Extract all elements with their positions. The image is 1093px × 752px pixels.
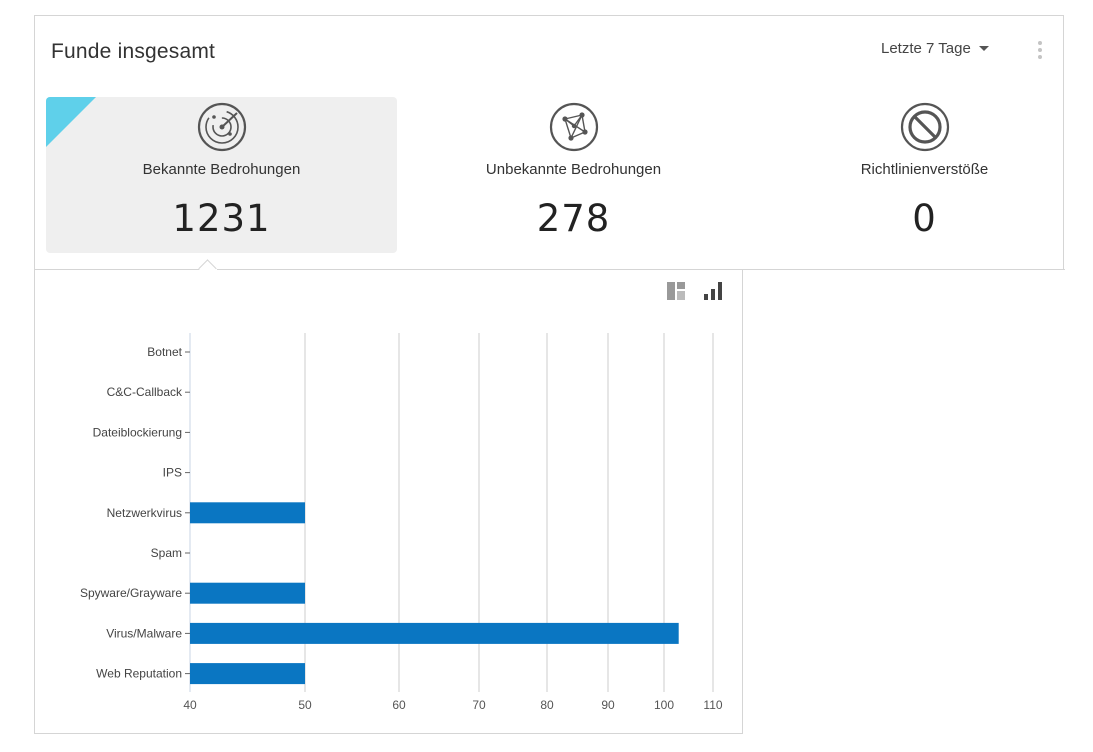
prohibited-icon [900,102,949,152]
widget-title: Funde insgesamt [51,40,216,63]
divider [217,269,1065,270]
y-tick-label: Botnet [147,345,182,359]
bar [190,502,305,524]
y-tick-label: Dateiblockierung [93,425,182,439]
chevron-down-icon [978,46,989,51]
card-count: 1231 [172,197,271,240]
card-label: Bekannte Bedrohungen [142,161,301,178]
radar-icon [197,102,246,152]
x-tick-label: 80 [540,698,554,712]
x-tick-label: 90 [601,698,615,712]
x-tick-label: 50 [298,698,312,712]
card-label: Unbekannte Bedrohungen [485,161,662,178]
y-tick-label: Web Reputation [96,667,182,681]
card-label: Richtlinienverstöße [860,161,989,178]
x-tick-label: 110 [703,698,722,712]
y-tick-label: Spam [151,546,182,560]
view-toggle [666,281,723,301]
x-tick-label: 60 [392,698,406,712]
bar-chart-view-icon[interactable] [703,281,723,301]
y-tick-label: C&C-Callback [107,385,183,399]
bar [190,663,305,685]
selected-corner-marker [46,97,96,147]
x-tick-label: 100 [654,698,674,712]
more-vertical-icon[interactable] [1037,41,1043,63]
y-tick-label: Spyware/Grayware [80,586,182,600]
x-tick-label: 70 [472,698,486,712]
y-tick-label: Netzwerkvirus [107,506,182,520]
divider [34,269,207,270]
bar [190,582,305,604]
card-policy-violations[interactable]: Richtlinienverstöße 0 [749,97,1093,253]
bar [190,622,679,644]
y-tick-label: Virus/Malware [106,626,182,640]
y-tick-label: IPS [163,466,182,480]
divider [1063,15,1064,270]
treemap-view-icon[interactable] [666,281,686,301]
time-range-label: Letzte 7 Tage [881,40,971,57]
card-known-threats[interactable]: Bekannte Bedrohungen 1231 [46,97,397,253]
chart-panel [34,270,743,734]
network-nodes-icon [549,102,598,152]
card-count: 278 [536,197,611,240]
card-unknown-threats[interactable]: Unbekannte Bedrohungen 278 [398,97,749,253]
time-range-dropdown[interactable]: Letzte 7 Tage [881,40,989,57]
card-count: 0 [912,197,937,240]
x-tick-label: 40 [183,698,197,712]
